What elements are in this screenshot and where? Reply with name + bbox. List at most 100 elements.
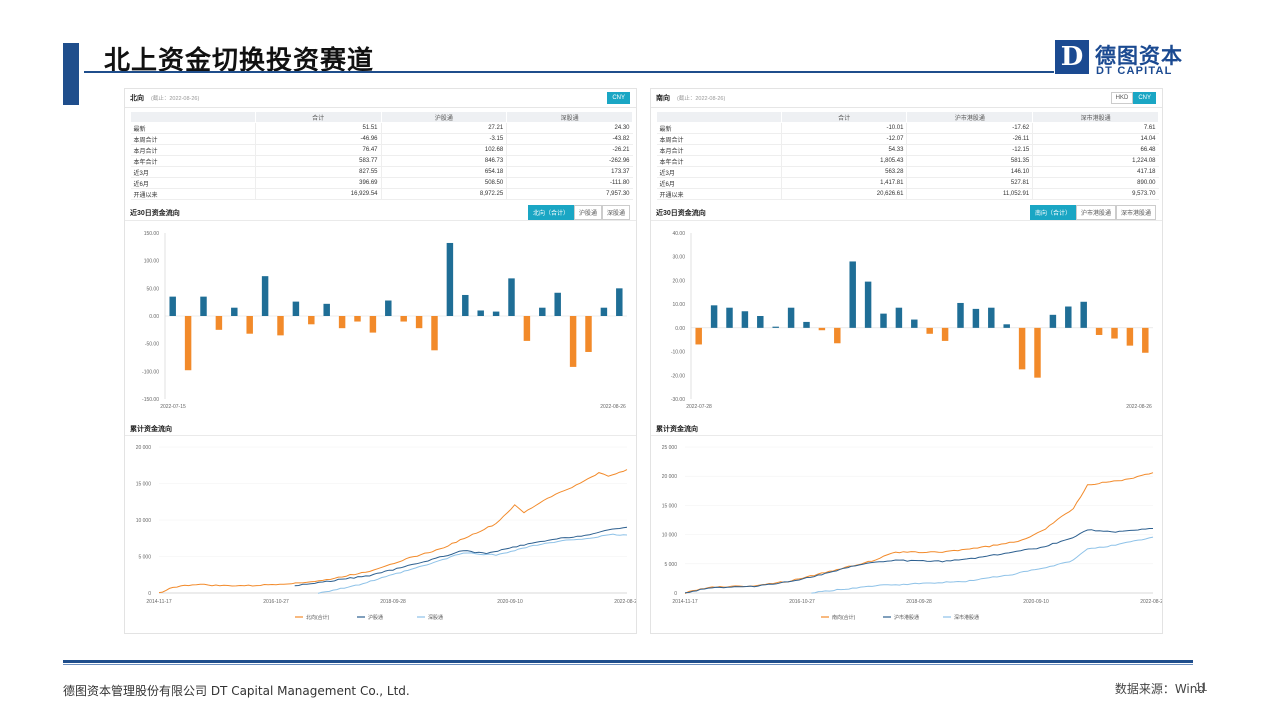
table-row: 本年合计 583.77 846.73 -262.96 [130, 155, 633, 167]
currency-cny-button[interactable]: CNY [607, 92, 630, 104]
table-header-row: 合计 沪股通 深股通 [130, 111, 633, 123]
series-line [317, 533, 628, 594]
bar [741, 311, 749, 328]
table-cell-value: 1,224.08 [1032, 155, 1159, 167]
table-cell-value: 24.30 [506, 122, 633, 134]
table-cell-label: 本年合计 [130, 155, 256, 167]
bar [1111, 327, 1118, 339]
table-row: 本月合计 54.33 -12.15 66.48 [656, 144, 1159, 156]
currency-hkd-button[interactable]: HKD [1110, 92, 1134, 104]
bar [585, 316, 592, 352]
y-tick-label: 0 [674, 591, 677, 597]
panel-header: 南向 (截止：2022-08-26) HKD CNY [651, 89, 1162, 108]
table-row: 本年合计 1,805.43 581.35 1,224.08 [656, 155, 1159, 167]
x-tick-label: 2022-08-26 [600, 404, 626, 410]
table-cell-value: 9,573.70 [1032, 188, 1159, 200]
panel-date: (截止：2022-08-26) [151, 96, 200, 102]
table-cell-value: 827.55 [254, 166, 381, 178]
data-source: 数据来源：Wind [1114, 682, 1205, 696]
table-cell-label: 本月合计 [656, 144, 782, 156]
table-row: 最新 51.51 27.21 24.30 [130, 122, 633, 134]
table-cell-value: 581.35 [906, 155, 1033, 167]
table-cell-value: 173.37 [506, 166, 633, 178]
x-tick-label: 2022-07-15 [160, 404, 186, 410]
currency-cny-button[interactable]: CNY [1133, 92, 1156, 104]
bar [803, 321, 810, 328]
bar [1003, 324, 1010, 328]
table-cell-label: 最新 [130, 122, 256, 134]
x-tick-label: 2020-09-10 [497, 599, 523, 605]
y-tick-label: 100.00 [144, 259, 160, 265]
bar-series-tabs: 南向（合计） 沪市港股通 深市港股通 [1029, 205, 1156, 220]
table-cell-label: 开通以来 [130, 188, 256, 200]
cumulative-line-chart: 25 000 20 000 15 000 10 000 5 000 0 2014-11-17… [662, 445, 1162, 621]
x-tick-label: 2016-10-27 [789, 599, 815, 605]
table-cell-value: 7.61 [1032, 122, 1159, 134]
bar [849, 261, 856, 328]
series-line [294, 526, 628, 587]
series-tab[interactable]: 沪市港股通 [1075, 205, 1116, 220]
table-row: 本周合计 -46.96 -3.15 -43.82 [130, 133, 633, 145]
y-tick-label: 5 000 [138, 555, 151, 561]
bar [834, 327, 841, 344]
bar [1049, 314, 1057, 328]
bar [1034, 327, 1041, 378]
y-tick-label: 30.00 [672, 255, 685, 261]
table-row: 开通以来 20,626.61 11,052.91 9,573.70 [656, 188, 1159, 200]
legend: 南向(合计) 沪市港股通 深市港股通 [821, 614, 979, 621]
table-cell-value: 654.18 [380, 166, 507, 178]
bar [926, 327, 933, 334]
bar [277, 316, 284, 336]
table-cell-value: 417.18 [1032, 166, 1159, 178]
table-cell-value: -10.01 [780, 122, 907, 134]
y-tick-label: 0.00 [675, 326, 685, 332]
x-tick-label: 2022-08-26 [1126, 404, 1152, 410]
bar [941, 327, 949, 341]
table-row: 开通以来 16,929.54 8,972.25 7,957.30 [130, 188, 633, 200]
bar [354, 316, 361, 322]
bar [1080, 301, 1087, 328]
bar [911, 319, 918, 328]
y-tick-label: 10 000 [662, 533, 678, 539]
table-cell-value: -12.15 [906, 144, 1033, 156]
y-tick-label: 150.00 [144, 231, 160, 237]
x-tick-label: 2022-08-26 [614, 599, 636, 605]
series-tab[interactable]: 沪股通 [573, 205, 602, 220]
bar [385, 300, 392, 316]
bar [231, 307, 238, 316]
legend-label: 南向(合计) [832, 614, 856, 621]
series-tab[interactable]: 南向（合计） [1029, 205, 1076, 220]
line-section-title: 累计资金流向 [130, 426, 172, 433]
bar [431, 316, 438, 351]
series-tab[interactable]: 深市港股通 [1115, 205, 1156, 220]
table-header-row: 合计 沪市港股通 深市港股通 [656, 111, 1159, 123]
panel-header: 北向 (截止：2022-08-26) CNY [125, 89, 636, 108]
table-cell-value: 508.50 [380, 177, 507, 189]
bar-section-title: 近30日资金流向 [130, 210, 180, 217]
table-cell-value: 583.77 [254, 155, 381, 167]
bar [988, 307, 995, 328]
x-tick-label: 2016-10-27 [263, 599, 289, 605]
bar [246, 316, 253, 334]
table-cell-value: 846.73 [380, 155, 507, 167]
bar [215, 316, 223, 330]
bar [569, 316, 577, 367]
bar-chart: 40.00 30.00 20.00 10.00 0.00 -10.00 -20.00 -30.… [671, 231, 1153, 410]
bar [400, 316, 407, 322]
series-tab[interactable]: 北向（合计） [527, 205, 574, 220]
bar [772, 326, 779, 328]
table-cell-value: 51.51 [254, 122, 381, 134]
footer-company: 德图资本管理股份有限公司 DT Capital Management Co., … [63, 684, 410, 698]
table-cell-label: 近3月 [130, 166, 256, 178]
x-tick-label: 2020-09-10 [1023, 599, 1049, 605]
table-row: 近6月 396.69 508.50 -111.80 [130, 177, 633, 189]
table-cell-value: 20,626.61 [780, 188, 907, 200]
y-tick-label: -10.00 [671, 350, 685, 356]
bar [200, 296, 207, 316]
series-tab[interactable]: 深股通 [601, 205, 630, 220]
footer-rule-thin [63, 664, 1193, 665]
x-tick-label: 2022-08-26 [1140, 599, 1162, 605]
y-tick-label: 0.00 [149, 314, 159, 320]
bar [864, 281, 872, 328]
table-cell-value: 11,052.91 [906, 188, 1033, 200]
